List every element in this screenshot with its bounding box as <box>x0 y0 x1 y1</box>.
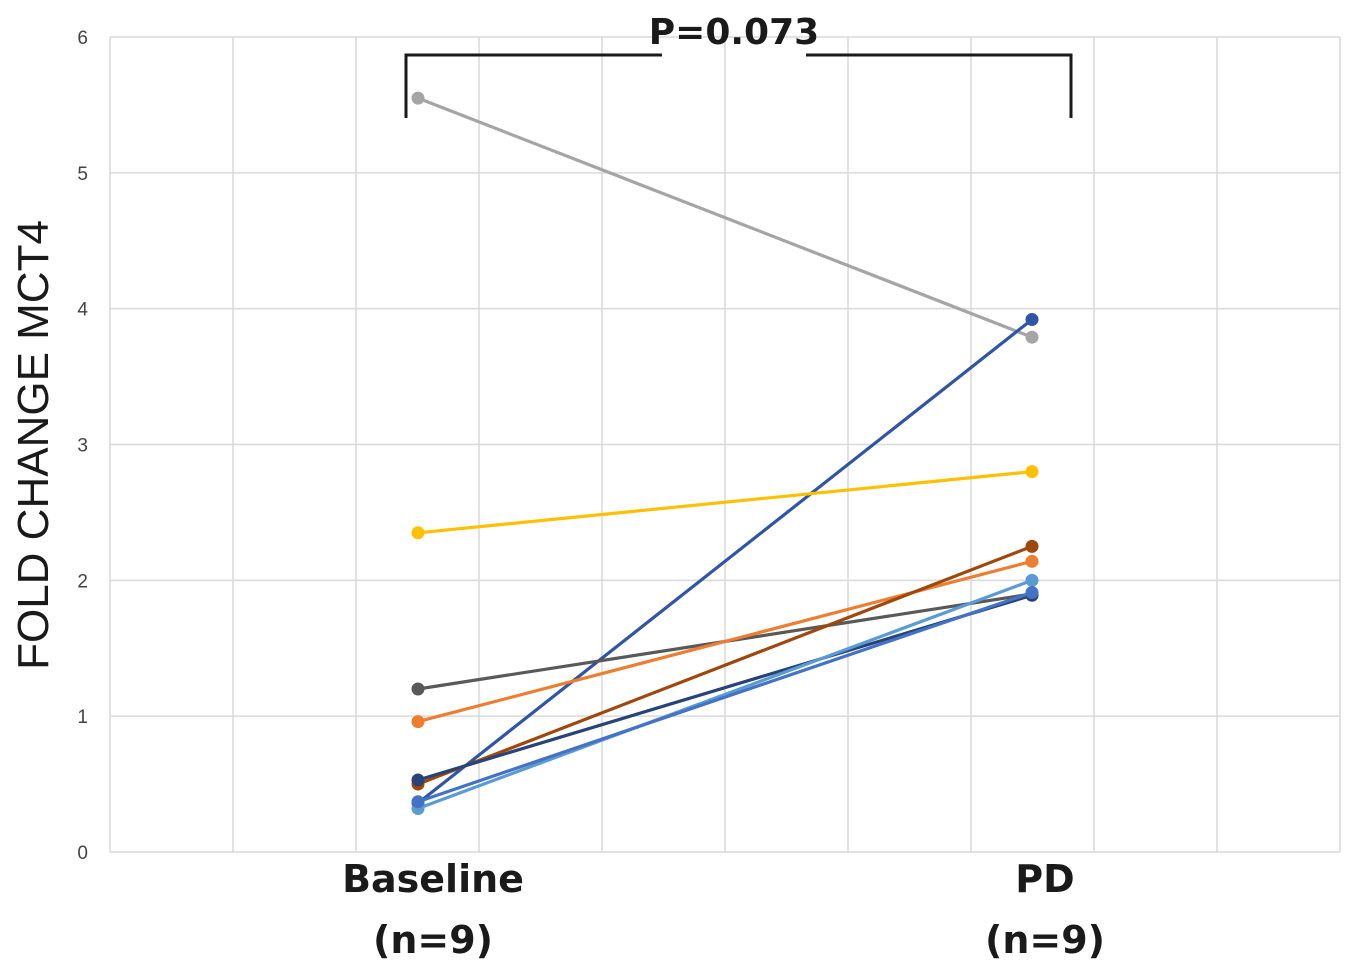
x-category-labels: Baseline (n=9) PD (n=9) <box>342 857 1105 962</box>
grid-layer <box>109 36 1341 853</box>
y-tick-label: 5 <box>77 164 88 185</box>
series-line <box>417 578 1033 811</box>
series-lightblue <box>411 573 1039 816</box>
y-tick-label: 3 <box>77 436 88 457</box>
bracket-left <box>404 53 662 118</box>
y-tick-label: 2 <box>77 571 88 592</box>
data-point <box>1025 586 1039 600</box>
data-point <box>411 526 425 540</box>
series-steel <box>411 586 1039 809</box>
series-orange <box>411 554 1039 729</box>
y-tick-labels: 0 1 2 3 4 5 6 <box>77 28 88 864</box>
x-category-label: PD (n=9) <box>985 857 1105 962</box>
data-point <box>1025 554 1039 568</box>
x-category-count: (n=9) <box>373 918 493 962</box>
series-line <box>417 318 1033 805</box>
data-point <box>411 795 425 809</box>
series-gray <box>411 91 1039 344</box>
x-category-name: Baseline <box>342 857 524 901</box>
p-value-label: P=0.073 <box>649 12 819 53</box>
data-point <box>1025 573 1039 587</box>
x-category-name: PD <box>1015 857 1074 901</box>
series-line <box>417 96 1033 339</box>
y-tick-label: 4 <box>77 300 88 321</box>
bracket-right <box>806 53 1073 118</box>
x-category-count: (n=9) <box>985 918 1105 962</box>
data-point <box>411 91 425 105</box>
x-category-label: Baseline (n=9) <box>342 857 524 962</box>
y-axis-title: FOLD CHANGE MCT4 <box>9 220 58 670</box>
series-yellow <box>411 465 1039 540</box>
data-point <box>1025 313 1039 327</box>
series-layer <box>411 91 1039 816</box>
y-tick-label: 0 <box>77 843 88 864</box>
series-line <box>417 559 1033 724</box>
data-point <box>1025 330 1039 344</box>
data-point <box>1025 465 1039 479</box>
data-point <box>411 715 425 729</box>
data-point <box>411 682 425 696</box>
data-point <box>411 773 425 787</box>
y-tick-label: 1 <box>77 707 88 728</box>
data-point <box>1025 539 1039 553</box>
series-line <box>417 591 1033 804</box>
series-line <box>417 544 1033 786</box>
series-line <box>417 470 1033 535</box>
significance-bracket: P=0.073 <box>404 12 1073 118</box>
y-tick-label: 6 <box>77 28 88 49</box>
